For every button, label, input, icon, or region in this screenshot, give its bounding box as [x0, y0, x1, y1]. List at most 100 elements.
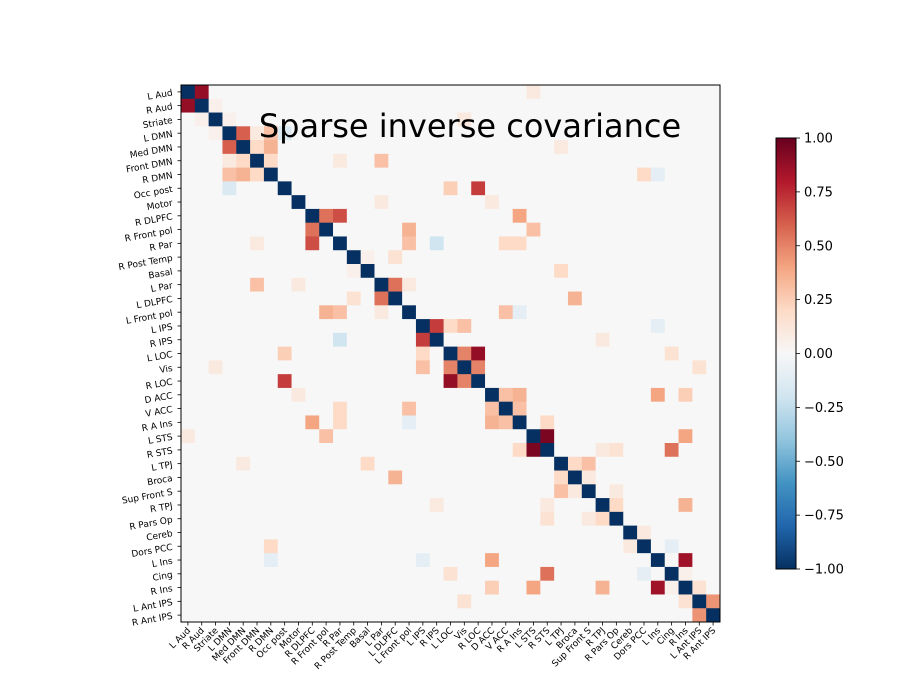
heatmap-cell — [609, 498, 624, 513]
heatmap-cell — [360, 346, 375, 361]
heatmap-cell — [291, 346, 306, 361]
heatmap-cell — [194, 594, 210, 609]
heatmap-cell — [222, 167, 237, 182]
heatmap-cell — [346, 456, 362, 471]
heatmap-cell — [540, 525, 555, 540]
heatmap-cell — [485, 580, 500, 595]
heatmap-cell — [194, 484, 210, 499]
y-tick-label: R STS — [146, 446, 174, 460]
heatmap-cell — [595, 456, 610, 471]
heatmap-cell — [485, 291, 500, 306]
heatmap-cell — [360, 332, 375, 348]
heatmap-cell — [263, 608, 279, 623]
heatmap-cell — [277, 195, 292, 210]
heatmap-cell — [236, 112, 251, 127]
colorbar-tick-label: 0.25 — [804, 293, 833, 308]
heatmap-cell — [319, 539, 334, 554]
heatmap-cell — [678, 456, 693, 471]
heatmap-cell — [291, 498, 306, 513]
heatmap-cell — [291, 195, 306, 210]
heatmap-cell — [181, 484, 196, 499]
heatmap-cell — [291, 429, 306, 444]
heatmap-cell — [526, 608, 541, 623]
heatmap-cell — [388, 360, 403, 375]
heatmap-cell — [471, 525, 486, 540]
heatmap-cell — [567, 85, 583, 100]
heatmap-cell — [692, 140, 707, 155]
heatmap-cell — [485, 566, 500, 582]
heatmap-cell — [457, 539, 472, 554]
heatmap-cell — [208, 167, 223, 182]
heatmap-cell — [485, 112, 500, 127]
heatmap-cell — [471, 98, 486, 113]
heatmap-cell — [360, 443, 375, 458]
heatmap-cell — [526, 264, 541, 279]
heatmap-cell — [415, 236, 431, 251]
heatmap-cell — [678, 319, 693, 334]
heatmap-cell — [512, 167, 527, 182]
heatmap-cell — [526, 236, 541, 251]
heatmap-cell — [567, 456, 583, 471]
heatmap-cell — [222, 580, 237, 595]
heatmap-cell — [443, 195, 458, 210]
heatmap-cell — [609, 401, 624, 416]
heatmap-cell — [208, 553, 223, 568]
heatmap-cell — [443, 153, 458, 169]
heatmap-cell — [526, 195, 541, 210]
heatmap-cell — [650, 112, 666, 127]
heatmap-cell — [319, 291, 334, 306]
heatmap-cell — [236, 236, 251, 251]
heatmap-cell — [526, 319, 541, 334]
heatmap-cell — [208, 401, 223, 416]
heatmap-cell — [374, 277, 389, 292]
heatmap-cell — [637, 332, 652, 348]
heatmap-cell — [498, 401, 514, 416]
heatmap-cell — [360, 250, 375, 265]
heatmap-cell — [222, 484, 237, 499]
heatmap-cell — [706, 250, 721, 265]
heatmap-cell — [443, 332, 458, 348]
heatmap-cell — [678, 580, 693, 595]
heatmap-cell — [637, 167, 652, 182]
heatmap-cell — [526, 580, 541, 595]
heatmap-cell — [236, 291, 251, 306]
y-tick-label: R DMN — [142, 171, 174, 186]
heatmap-cell — [637, 608, 652, 623]
heatmap-cell — [402, 594, 417, 609]
heatmap-cell — [429, 511, 444, 527]
heatmap-cell — [498, 85, 514, 100]
heatmap-cell — [194, 470, 210, 485]
heatmap-cell — [567, 208, 583, 224]
heatmap-cell — [208, 566, 223, 582]
heatmap-cell — [181, 387, 196, 403]
heatmap-cell — [637, 498, 652, 513]
heatmap-cell — [277, 415, 292, 430]
heatmap-cell — [457, 264, 472, 279]
heatmap-cell — [333, 608, 348, 623]
heatmap-cell — [609, 346, 624, 361]
heatmap-cell — [554, 498, 569, 513]
heatmap-cell — [402, 374, 417, 389]
heatmap-cell — [498, 387, 514, 403]
heatmap-cell — [291, 264, 306, 279]
heatmap-cell — [512, 498, 527, 513]
heatmap-cell — [664, 566, 679, 582]
heatmap-cell — [388, 332, 403, 348]
heatmap-cell — [346, 319, 362, 334]
heatmap-cell — [443, 291, 458, 306]
heatmap-cell — [388, 277, 403, 292]
heatmap-cell — [374, 525, 389, 540]
heatmap-cell — [471, 208, 486, 224]
heatmap-cell — [333, 167, 348, 182]
heatmap-cell — [706, 443, 721, 458]
heatmap-cell — [567, 539, 583, 554]
heatmap-cell — [498, 98, 514, 113]
heatmap-cell — [498, 429, 514, 444]
heatmap-cell — [637, 291, 652, 306]
heatmap-cell — [595, 429, 610, 444]
heatmap-cell — [181, 126, 196, 141]
heatmap-cell — [208, 511, 223, 527]
heatmap-cell — [291, 484, 306, 499]
heatmap-cell — [457, 401, 472, 416]
heatmap-cell — [346, 305, 362, 320]
